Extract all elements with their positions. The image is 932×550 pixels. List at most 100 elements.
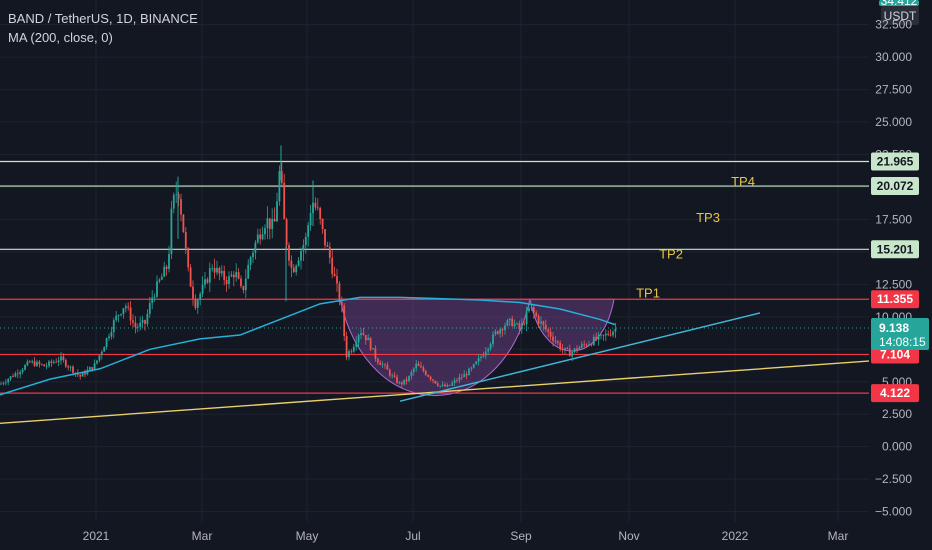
candle-body (50, 361, 53, 363)
candle-body (184, 232, 187, 249)
candle-body (28, 361, 31, 363)
candle-body (14, 373, 17, 377)
candle-body (163, 266, 166, 277)
candle-body (43, 364, 46, 367)
candle-body (127, 306, 130, 308)
candle-body (204, 279, 206, 285)
candle-body (264, 228, 266, 235)
currency-badge[interactable] (881, 6, 919, 25)
time-tick-label: Jul (405, 529, 420, 543)
candle-body (451, 382, 454, 386)
candle-body (223, 270, 226, 280)
candle-body (24, 365, 26, 370)
price-axis[interactable]: 34.412 USDT 32.50030.00027.50025.00022.5… (869, 0, 932, 522)
candle-body (98, 355, 101, 361)
candle-body (537, 316, 540, 324)
candle-body (244, 278, 247, 291)
candle-body (309, 213, 312, 226)
candle-body (345, 336, 348, 358)
price-tick-label: 30.000 (875, 50, 912, 64)
price-tick-label: 27.500 (875, 83, 912, 97)
candle-body (259, 234, 262, 240)
candle-body (480, 356, 482, 359)
candle-body (585, 344, 588, 346)
candle-body (460, 377, 463, 378)
candle-body (340, 301, 343, 306)
candle-body (583, 344, 586, 346)
candle-body (156, 281, 158, 297)
candle-body (379, 362, 382, 365)
candle-body (523, 323, 526, 325)
candle-body (216, 267, 218, 273)
candle-body (580, 344, 583, 348)
candle-body (45, 365, 48, 367)
candle-body (508, 318, 511, 321)
candle-body (256, 234, 259, 243)
candle-body (352, 346, 355, 352)
candle-body (105, 338, 108, 348)
time-axis[interactable]: 2021 Mar May Jul Sep Nov 2022 Mar (0, 522, 932, 550)
candle-body (614, 328, 617, 332)
level-price-tag (871, 290, 919, 309)
candle-body (172, 194, 175, 209)
candle-body (115, 315, 118, 321)
candle-body (597, 335, 600, 340)
candle-body (496, 331, 499, 334)
candle-body (122, 308, 125, 315)
candle-body (458, 377, 461, 381)
candle-body (220, 270, 223, 274)
time-axis-background (0, 522, 932, 550)
candle-body (422, 367, 425, 372)
candle-body (129, 307, 132, 321)
candle-body (494, 331, 497, 335)
candle-body (410, 372, 413, 377)
candle-body (412, 368, 415, 373)
candle-body (93, 363, 96, 370)
candle-body (477, 358, 480, 362)
chart-patterns (339, 298, 615, 397)
candle-body (604, 333, 607, 336)
candle-body (235, 272, 238, 278)
candle-body (484, 351, 487, 356)
candle-body (79, 374, 82, 377)
candle-body (302, 245, 305, 251)
top-price-tag (879, 0, 919, 6)
candle-body (0, 383, 2, 385)
candle-body (81, 372, 84, 377)
chart-legend: BAND / TetherUS, 1D, BINANCE MA (200, cl… (8, 9, 198, 47)
candle-body (417, 363, 420, 366)
price-tick-label: 25.000 (875, 115, 912, 129)
candle-body (278, 171, 281, 202)
candle-body (434, 380, 437, 384)
candle-body (151, 297, 154, 304)
candle-body (576, 348, 578, 351)
price-axis-background (869, 0, 932, 522)
candle-body (374, 348, 377, 359)
candle-body (506, 320, 509, 326)
candle-body (26, 361, 29, 366)
candle-body (300, 250, 302, 261)
symbol-legend[interactable]: BAND / TetherUS, 1D, BINANCE (8, 11, 198, 26)
candle-body (187, 248, 190, 268)
candle-body (2, 383, 5, 384)
candle-body (384, 364, 386, 366)
candle-body (609, 334, 612, 336)
candle-body (110, 331, 113, 337)
candle-body (424, 371, 427, 375)
candle-body (501, 329, 504, 331)
indicator-legend[interactable]: MA (200, close, 0) (8, 30, 113, 45)
candle-body (436, 383, 439, 386)
candle-body (230, 274, 233, 277)
candle-body (532, 307, 535, 313)
candle-body (444, 384, 446, 387)
candle-body (268, 218, 271, 229)
candle-body (376, 358, 379, 363)
candle-body (88, 367, 91, 370)
candle-body (69, 366, 72, 368)
level-price-label: 4.122 (880, 386, 910, 400)
candle-body (381, 364, 384, 366)
candle-body (405, 379, 408, 381)
top-price-label: 34.412 (881, 0, 918, 8)
level-price-tag (871, 152, 919, 171)
